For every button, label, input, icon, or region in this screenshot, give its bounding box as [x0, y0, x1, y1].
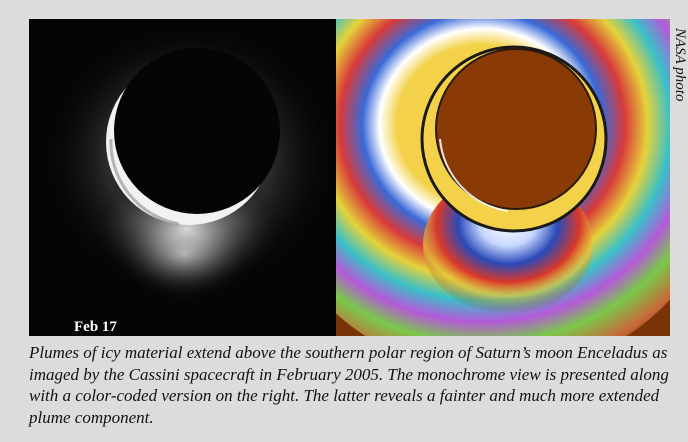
monochrome-enceladus [29, 19, 336, 336]
photo-credit: NASA photo [668, 28, 688, 148]
color-coded-enceladus [336, 19, 670, 336]
figure-caption: Plumes of icy material extend above the … [29, 342, 679, 428]
image-date-label: Feb 17 [74, 319, 117, 336]
color-coded-image [336, 19, 670, 336]
monochrome-image: Feb 17 [29, 19, 336, 336]
